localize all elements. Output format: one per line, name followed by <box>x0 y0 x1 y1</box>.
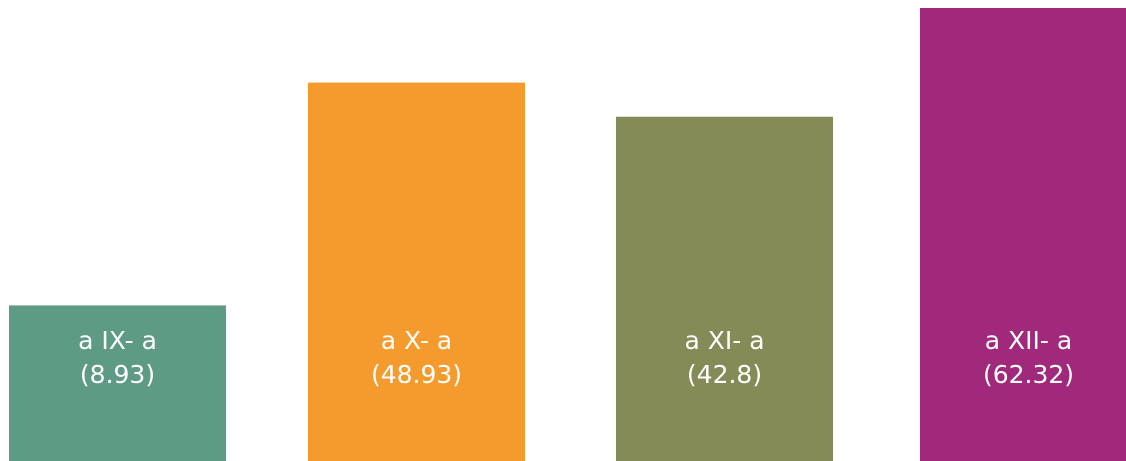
bar-3 <box>616 116 833 461</box>
bar-4 <box>920 8 1126 461</box>
bar-1 <box>9 305 226 461</box>
bar-2 <box>308 82 525 461</box>
